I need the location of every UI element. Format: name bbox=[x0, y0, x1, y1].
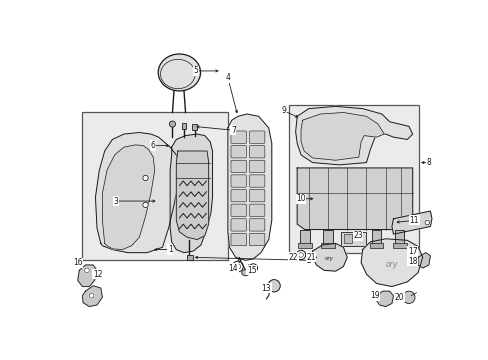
Text: 16: 16 bbox=[73, 258, 82, 267]
FancyBboxPatch shape bbox=[249, 219, 264, 231]
Polygon shape bbox=[170, 134, 212, 253]
Text: 11: 11 bbox=[408, 216, 418, 225]
Text: 14: 14 bbox=[228, 264, 238, 273]
Text: 5: 5 bbox=[193, 66, 198, 75]
Polygon shape bbox=[417, 253, 429, 268]
Bar bbox=[341, 232, 365, 246]
Circle shape bbox=[84, 268, 89, 273]
FancyBboxPatch shape bbox=[249, 189, 264, 202]
Text: 4: 4 bbox=[225, 73, 230, 82]
Ellipse shape bbox=[158, 54, 200, 91]
Bar bbox=[81, 112, 227, 260]
Polygon shape bbox=[376, 291, 393, 306]
Circle shape bbox=[424, 220, 429, 225]
Circle shape bbox=[232, 261, 243, 272]
Text: 7: 7 bbox=[230, 126, 235, 135]
FancyBboxPatch shape bbox=[230, 233, 246, 246]
FancyBboxPatch shape bbox=[249, 145, 264, 158]
Text: ory: ory bbox=[385, 260, 397, 269]
Bar bbox=[297, 243, 311, 248]
Polygon shape bbox=[295, 106, 412, 165]
FancyBboxPatch shape bbox=[230, 145, 246, 158]
Polygon shape bbox=[102, 145, 154, 249]
FancyBboxPatch shape bbox=[230, 219, 246, 231]
Polygon shape bbox=[176, 151, 208, 239]
Circle shape bbox=[142, 202, 148, 208]
Bar bbox=[371, 230, 380, 247]
Text: 2: 2 bbox=[306, 256, 310, 265]
Circle shape bbox=[251, 266, 255, 270]
Bar bbox=[392, 243, 406, 248]
Text: 8: 8 bbox=[426, 158, 430, 167]
Text: 12: 12 bbox=[93, 270, 102, 279]
Bar bbox=[344, 234, 351, 243]
FancyBboxPatch shape bbox=[230, 175, 246, 187]
Text: 13: 13 bbox=[261, 284, 271, 293]
Polygon shape bbox=[82, 286, 102, 306]
Polygon shape bbox=[391, 211, 431, 234]
Text: ory: ory bbox=[325, 256, 333, 261]
FancyBboxPatch shape bbox=[249, 204, 264, 216]
Text: 9: 9 bbox=[281, 107, 286, 116]
Polygon shape bbox=[301, 112, 384, 160]
Circle shape bbox=[267, 280, 280, 292]
Bar bbox=[394, 230, 404, 247]
Circle shape bbox=[89, 293, 94, 298]
Text: 18: 18 bbox=[407, 257, 417, 266]
FancyBboxPatch shape bbox=[230, 160, 246, 172]
Text: 10: 10 bbox=[296, 194, 305, 203]
Polygon shape bbox=[78, 265, 97, 287]
Polygon shape bbox=[360, 239, 422, 287]
Bar bbox=[369, 243, 383, 248]
Bar bbox=[187, 255, 193, 260]
Bar bbox=[321, 243, 334, 248]
FancyBboxPatch shape bbox=[249, 233, 264, 246]
Polygon shape bbox=[297, 168, 412, 230]
Ellipse shape bbox=[402, 291, 414, 303]
Text: 20: 20 bbox=[394, 293, 404, 302]
FancyBboxPatch shape bbox=[249, 131, 264, 143]
FancyBboxPatch shape bbox=[230, 131, 246, 143]
Polygon shape bbox=[312, 243, 346, 271]
Circle shape bbox=[235, 264, 240, 269]
Bar bbox=[182, 123, 186, 130]
Circle shape bbox=[142, 175, 148, 181]
Polygon shape bbox=[95, 132, 179, 253]
Text: 22: 22 bbox=[288, 253, 298, 262]
FancyBboxPatch shape bbox=[230, 204, 246, 216]
FancyBboxPatch shape bbox=[230, 189, 246, 202]
Bar bbox=[323, 230, 332, 247]
Bar bbox=[300, 230, 309, 247]
Text: 19: 19 bbox=[369, 291, 379, 300]
Ellipse shape bbox=[241, 270, 249, 276]
Circle shape bbox=[296, 250, 305, 260]
Circle shape bbox=[298, 253, 303, 257]
Text: 6: 6 bbox=[150, 141, 155, 150]
FancyBboxPatch shape bbox=[249, 175, 264, 187]
Circle shape bbox=[169, 121, 175, 127]
FancyBboxPatch shape bbox=[249, 160, 264, 172]
Text: 3: 3 bbox=[114, 197, 119, 206]
Bar bbox=[289, 105, 418, 253]
Text: 21: 21 bbox=[305, 253, 315, 262]
Circle shape bbox=[248, 264, 257, 272]
Text: 23: 23 bbox=[352, 231, 362, 240]
Text: 1: 1 bbox=[167, 245, 172, 254]
Bar bbox=[192, 124, 197, 130]
Text: 17: 17 bbox=[407, 247, 417, 256]
Polygon shape bbox=[227, 114, 271, 260]
Text: 15: 15 bbox=[246, 266, 256, 275]
